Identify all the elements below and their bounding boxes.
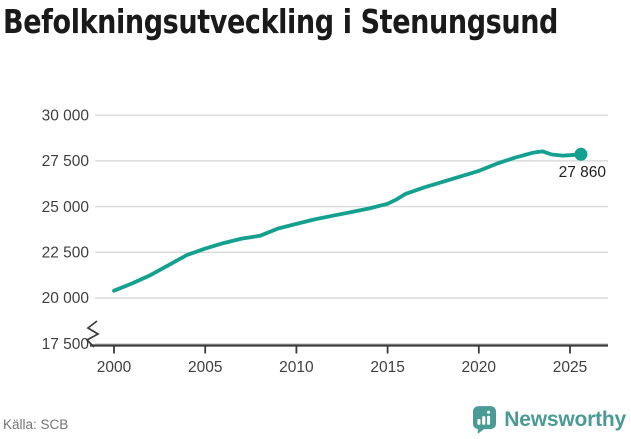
x-tick-label: 2005 [188, 359, 222, 376]
y-tick-label: 27 500 [42, 153, 90, 170]
x-tick-label: 2015 [370, 359, 404, 376]
axis-break-icon [85, 320, 100, 348]
x-tick-label: 2000 [97, 359, 132, 376]
end-annotation: 27 860 [559, 164, 607, 181]
population-series [112, 147, 588, 293]
newsworthy-logo: Newsworthy [473, 406, 626, 434]
x-tick-label: 2010 [279, 359, 314, 376]
series-line [112, 149, 583, 293]
y-tick-label: 20 000 [42, 290, 90, 307]
y-axis-labels: 17 500 20 000 22 500 25 000 27 500 30 000 [42, 107, 90, 353]
newsworthy-pin-icon [473, 406, 497, 434]
brand-name: Newsworthy [504, 408, 626, 431]
y-tick-label: 17 500 [42, 336, 90, 353]
x-tick-label: 2025 [553, 359, 587, 376]
end-value-label: 27 860 [559, 164, 607, 181]
y-tick-label: 22 500 [42, 244, 90, 261]
source-label: Källa: SCB [3, 417, 69, 432]
end-dot [574, 147, 588, 161]
y-tick-label: 30 000 [42, 107, 90, 124]
y-tick-label: 25 000 [42, 199, 90, 216]
x-axis: 2000 2005 2010 2015 2020 2025 [90, 344, 608, 376]
x-tick-label: 2020 [462, 359, 497, 376]
gridlines [95, 114, 608, 345]
chart-title: Befolkningsutveckling i Stenungsund [3, 2, 559, 41]
